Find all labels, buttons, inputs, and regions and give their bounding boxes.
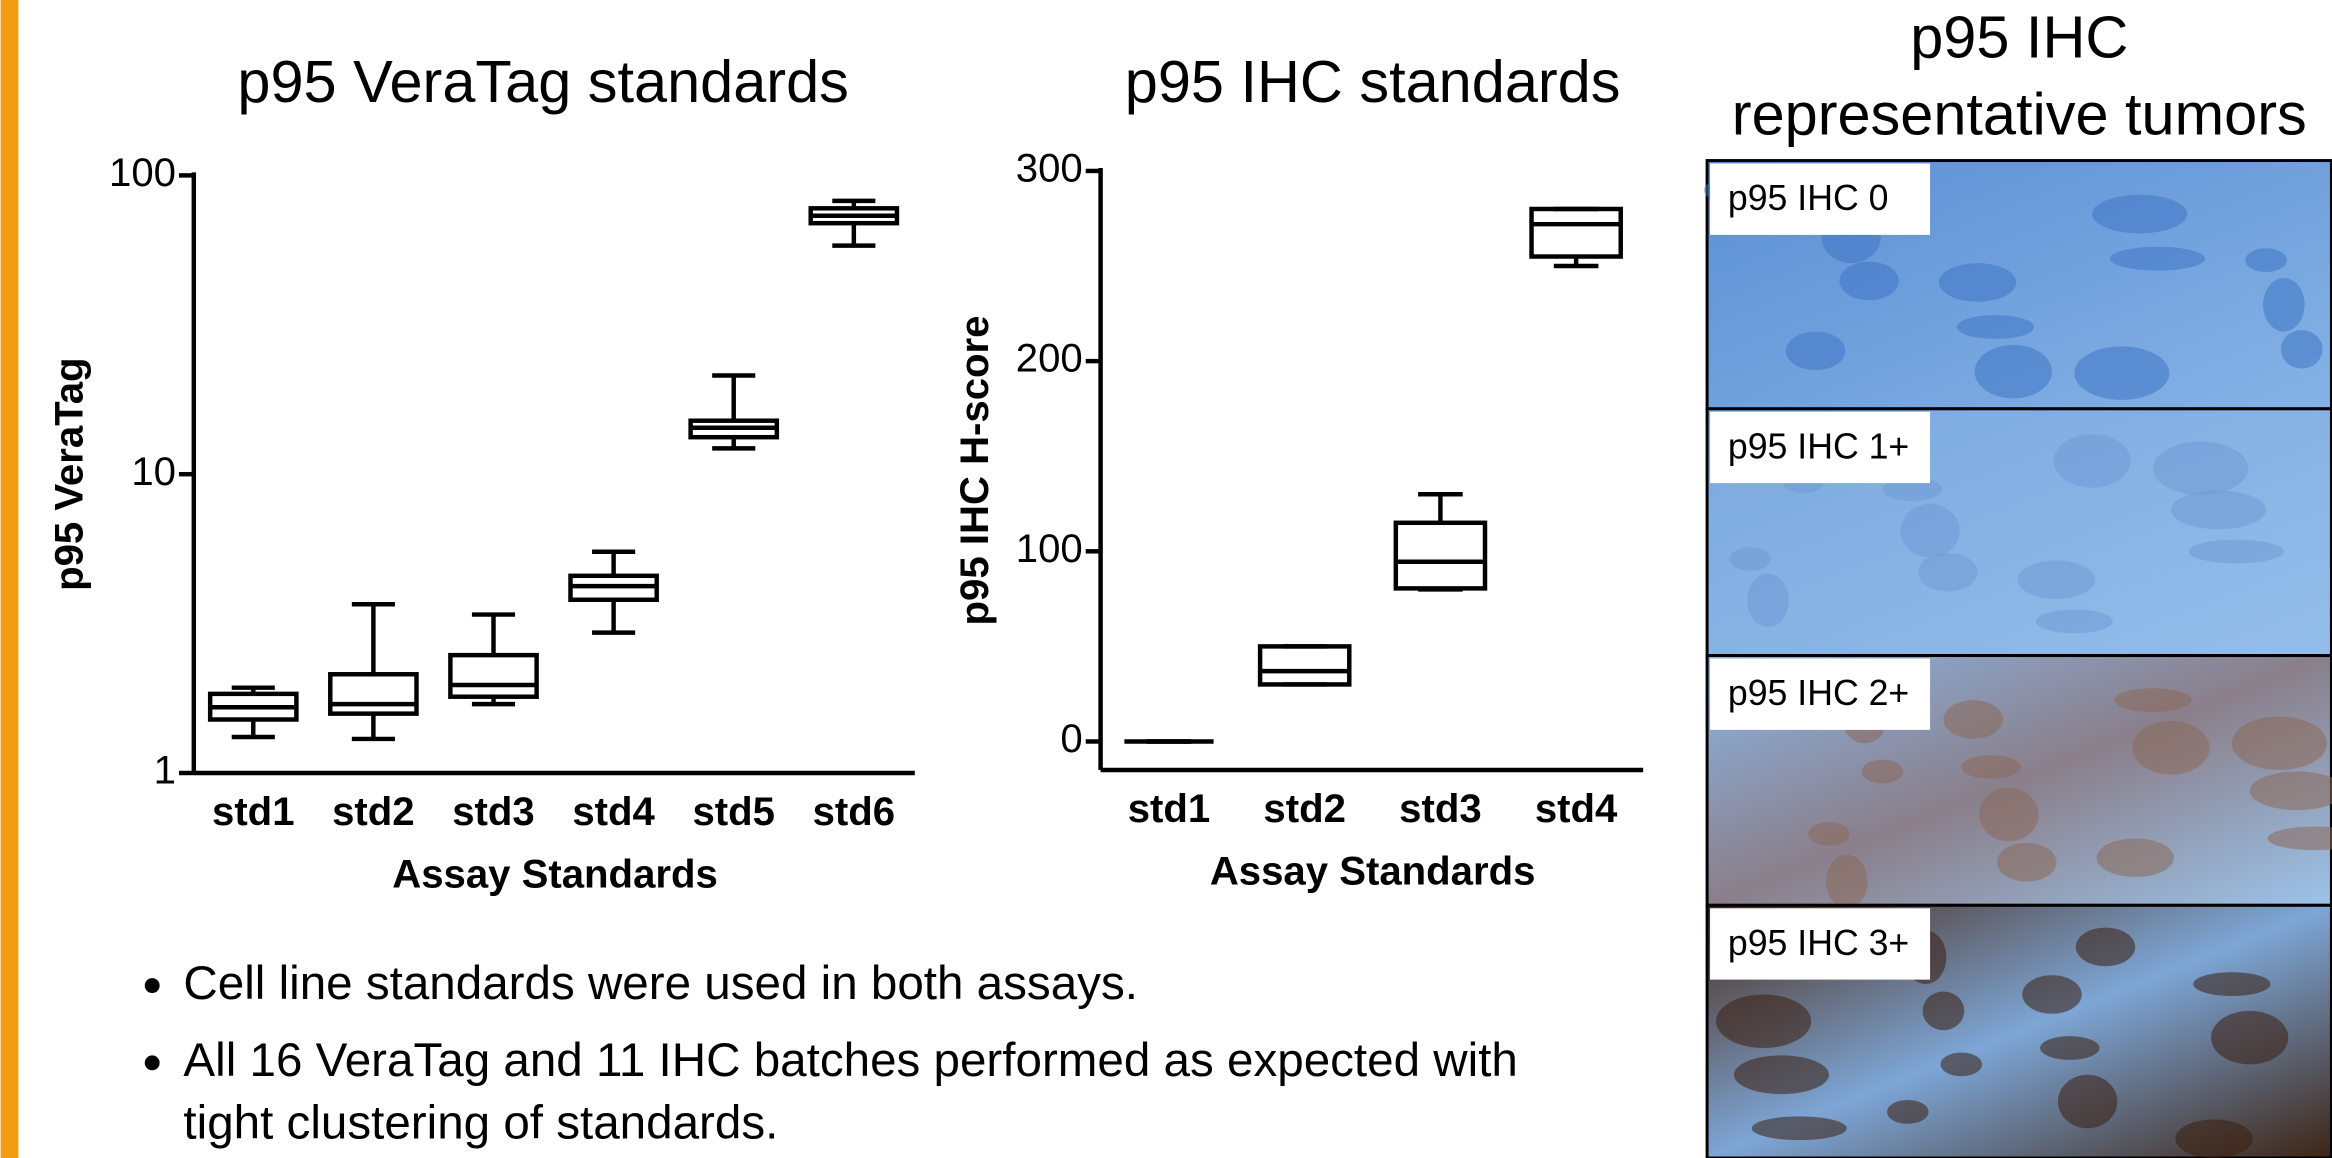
x-tick-label: std6 [813, 789, 896, 834]
bullet: All 16 VeraTag and 11 IHC batches perfor… [183, 1029, 1580, 1154]
x-tick-label: std1 [1128, 786, 1211, 831]
y-axis-label: p95 VeraTag [47, 357, 92, 590]
box [1260, 646, 1349, 684]
tissue-texture [1900, 504, 1959, 558]
tissue-texture [1918, 553, 1977, 592]
tissue-texture [1747, 574, 1789, 628]
panel-title: representative tumors [1732, 81, 2307, 148]
tissue-texture [1808, 822, 1850, 846]
box [330, 674, 416, 713]
y-tick-label: 300 [1016, 146, 1083, 191]
tissue-texture [1729, 547, 1771, 571]
tissue-texture [1975, 345, 2052, 399]
panel-label: p95 IHC 0 [1728, 178, 1889, 218]
tissue-texture [1943, 700, 2002, 739]
tissue-texture [1887, 1100, 1929, 1124]
tissue-texture [2153, 441, 2248, 495]
tissue-texture [1826, 855, 1868, 909]
box [1396, 523, 1485, 589]
tissue-texture [2281, 330, 2323, 369]
panel-label: p95 IHC 1+ [1728, 426, 1909, 466]
x-axis-label: Assay Standards [1210, 849, 1536, 894]
tissue-texture [2053, 434, 2130, 488]
tissue-texture [2110, 247, 2205, 271]
x-tick-label: std5 [692, 789, 775, 834]
tissue-texture [2211, 1011, 2288, 1065]
tissue-texture [2193, 972, 2270, 996]
tissue-texture [1939, 263, 2016, 302]
tissue-texture [2189, 540, 2284, 564]
tissue-texture [2092, 195, 2187, 234]
y-tick-label: 0 [1060, 716, 1082, 761]
tissue-texture [1997, 843, 2056, 882]
tissue-texture [2022, 975, 2081, 1014]
panel-label: p95 IHC 3+ [1728, 923, 1909, 963]
panel-label: p95 IHC 2+ [1728, 673, 1909, 713]
accent-bar [1, 0, 19, 1158]
x-tick-label: std4 [1535, 786, 1618, 831]
tissue-texture [1786, 331, 1845, 370]
tissue-texture [1716, 994, 1811, 1048]
y-axis-label: p95 IHC H-score [952, 316, 997, 626]
y-tick-label: 200 [1016, 336, 1083, 381]
x-tick-label: std3 [452, 789, 535, 834]
tissue-texture [1752, 1116, 1847, 1140]
x-tick-label: std2 [332, 789, 415, 834]
y-tick-label: 10 [131, 449, 176, 494]
panel-title: p95 IHC [1910, 3, 2128, 70]
bullet-list: Cell line standards were used in both as… [142, 951, 1581, 1153]
tissue-texture [1839, 262, 1898, 301]
x-tick-label: std3 [1399, 786, 1482, 831]
slide: p95 IHC representative tumors p95 IHC 0 p… [0, 0, 2332, 1158]
x-tick-label: std1 [212, 789, 295, 834]
tissue-texture [1940, 1052, 1982, 1076]
tissue-texture [2245, 248, 2287, 272]
tissue-texture [2175, 1119, 2252, 1158]
tissue-texture [2058, 1075, 2117, 1129]
y-tick-label: 100 [1016, 526, 1083, 571]
bullet: Cell line standards were used in both as… [183, 951, 1580, 1013]
tissue-texture [1961, 755, 2020, 779]
chart-title: p95 VeraTag standards [237, 48, 848, 115]
tissue-texture [1862, 760, 1904, 784]
x-axis-label: Assay Standards [392, 852, 718, 897]
tissue-texture [2074, 346, 2169, 400]
tissue-texture [2171, 491, 2266, 530]
tissue-texture [2036, 609, 2113, 633]
tissue-texture [1923, 992, 1965, 1031]
tissue-texture [2114, 688, 2191, 712]
tissue-texture [2232, 717, 2327, 771]
tissue-texture [1734, 1055, 1829, 1094]
page: p95 IHC representative tumors p95 IHC 0 p… [0, 0, 2332, 1158]
x-tick-label: std2 [1263, 786, 1346, 831]
box [1532, 209, 1621, 257]
x-tick-label: std4 [572, 789, 655, 834]
tissue-texture [1957, 315, 2034, 339]
bullet-area: Cell line standards were used in both as… [142, 951, 1599, 1158]
tissue-texture [2018, 560, 2095, 599]
tissue-texture [2076, 928, 2135, 967]
box [450, 655, 536, 697]
tissue-texture [1979, 788, 2038, 842]
y-tick-label: 100 [109, 150, 176, 195]
tissue-texture [2132, 721, 2209, 775]
y-tick-label: 1 [154, 748, 176, 793]
tissue-texture [2097, 838, 2174, 877]
tissue-texture [2040, 1036, 2099, 1060]
chart-title: p95 IHC standards [1125, 48, 1621, 115]
tissue-texture [2263, 278, 2305, 332]
